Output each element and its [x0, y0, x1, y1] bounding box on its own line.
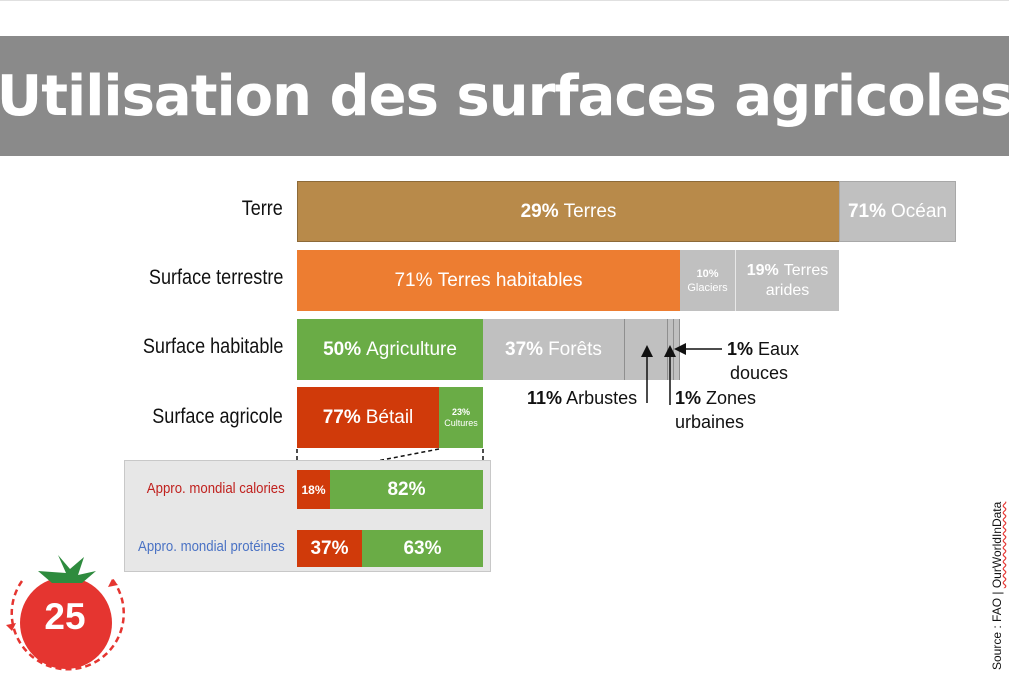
- supply-label-calories: Appro. mondial calories: [147, 480, 285, 497]
- bar-proteines-animal: 37%: [297, 530, 362, 567]
- bar-proteines-vegetal: 63%: [362, 530, 483, 567]
- bar-forets: 37% Forêts: [483, 319, 624, 380]
- annotation-arbustes: 11% Arbustes: [527, 388, 638, 408]
- bar-calories-animal: 18%: [297, 470, 330, 509]
- row-label-surface-terrestre: Surface terrestre: [148, 266, 283, 289]
- source-credit: Source : FAO | OurWorldInData: [990, 501, 1004, 670]
- tomato-badge-icon: [6, 555, 125, 671]
- bar-betail: 77% Bétail: [297, 387, 439, 448]
- row-label-terre: Terre: [241, 197, 283, 220]
- bar-terres: 29% Terres: [297, 181, 839, 242]
- annotation-eaux-douces: 1% Eaux douces: [727, 339, 800, 383]
- page-title: Utilisation des surfaces agricoles: [0, 63, 1009, 129]
- top-divider: [0, 0, 1009, 1]
- row-label-surface-agricole: Surface agricole: [152, 405, 283, 428]
- bar-cultures: 23% Cultures: [439, 387, 483, 448]
- bar-calories-vegetal: 82%: [330, 470, 483, 509]
- badge-number: 25: [44, 596, 86, 637]
- source-link[interactable]: OurWorldInData: [990, 501, 1004, 589]
- row-label-surface-habitable: Surface habitable: [142, 335, 283, 358]
- bar-terres-habitables: 71% Terres habitables: [297, 250, 680, 311]
- bar-terres-arides: 19% Terres arides: [736, 250, 839, 311]
- bar-agriculture: 50% Agriculture: [297, 319, 483, 380]
- bar-ocean: 71% Océan: [839, 181, 956, 242]
- annotation-zones-urbaines: 1% Zones urbaines: [675, 388, 757, 432]
- supply-label-proteines: Appro. mondial protéines: [138, 538, 285, 555]
- title-banner: Utilisation des surfaces agricoles: [0, 36, 1009, 156]
- bar-glaciers: 10% Glaciers: [680, 250, 736, 311]
